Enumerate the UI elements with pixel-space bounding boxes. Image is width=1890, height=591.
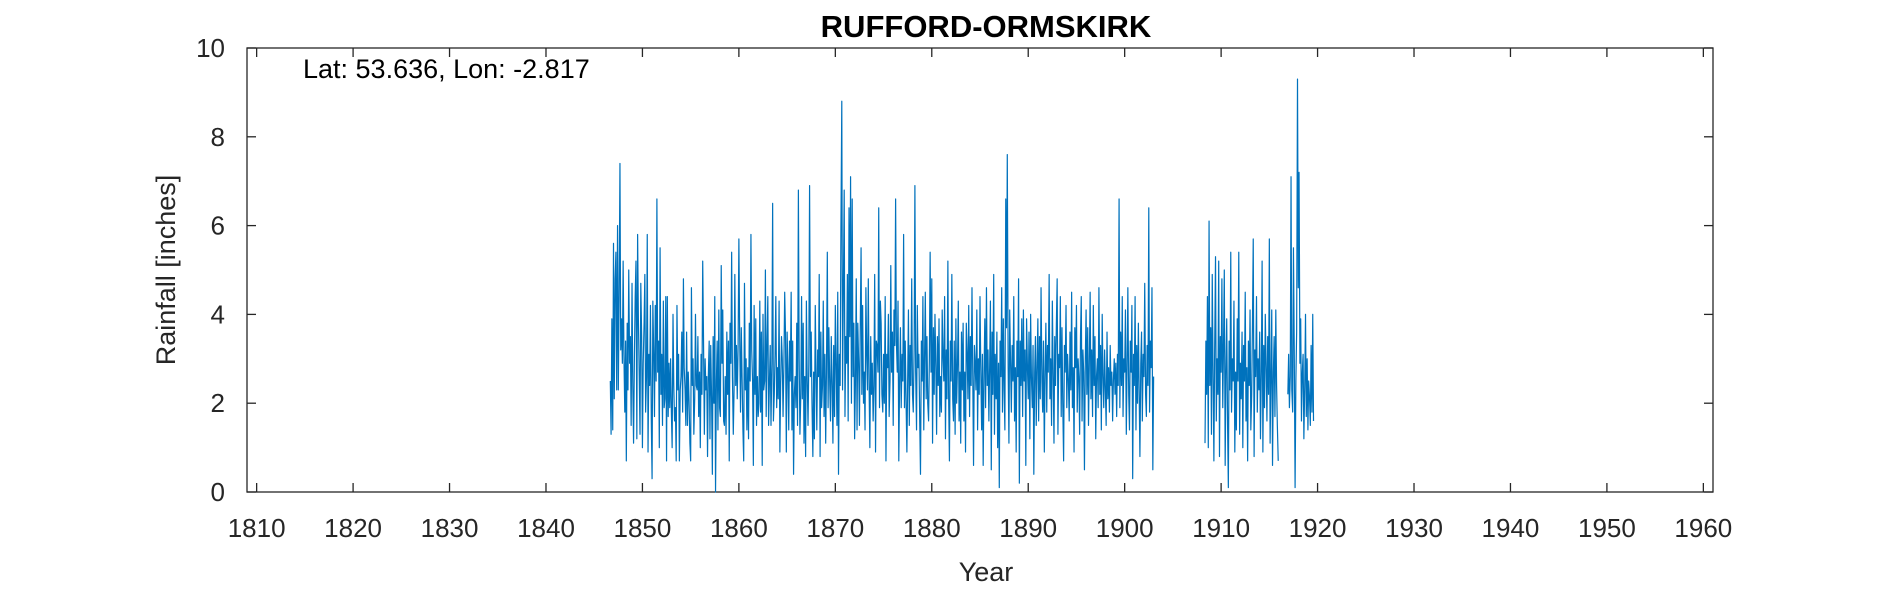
x-tick-label: 1960 [1674,513,1732,543]
rainfall-series-line [1287,78,1315,489]
rainfall-series-line [609,100,1155,493]
y-tick-label: 2 [211,388,225,418]
x-tick-label: 1840 [517,513,575,543]
axis-ticks: 1810 1820 1830 1840 1850 1860 1870 1880 1890 1900… [196,33,1732,543]
y-tick-label: 8 [211,122,225,152]
x-tick-label: 1940 [1482,513,1540,543]
x-tick-label: 1920 [1289,513,1347,543]
x-tick-label: 1910 [1192,513,1250,543]
y-tick-label: 0 [211,477,225,507]
x-tick-label: 1930 [1385,513,1443,543]
x-tick-label: 1880 [903,513,961,543]
x-tick-label: 1950 [1578,513,1636,543]
x-tick-label: 1890 [999,513,1057,543]
y-tick-label: 10 [196,33,225,63]
y-axis-label: Rainfall [inches] [151,175,181,366]
x-tick-label: 1900 [1096,513,1154,543]
x-tick-label: 1860 [710,513,768,543]
rainfall-series-line [1204,220,1279,489]
series-group [609,78,1315,493]
x-tick-label: 1810 [228,513,286,543]
x-tick-label: 1820 [324,513,382,543]
chart-title: RUFFORD-ORMSKIRK [821,9,1152,44]
y-tick-label: 6 [211,211,225,241]
x-tick-label: 1870 [806,513,864,543]
x-tick-label: 1850 [614,513,672,543]
y-tick-label: 4 [211,299,225,329]
x-tick-label: 1830 [421,513,479,543]
x-axis-label: Year [959,557,1014,587]
plot-area-frame [246,47,1714,493]
location-annotation: Lat: 53.636, Lon: -2.817 [303,54,590,84]
